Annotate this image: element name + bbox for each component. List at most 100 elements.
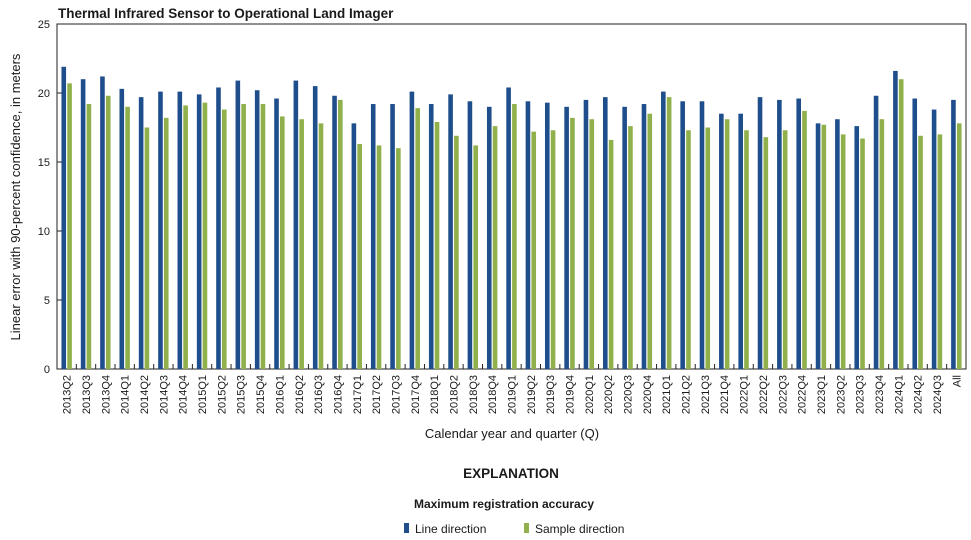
- bar-line-2022Q2: [757, 97, 763, 369]
- bar-line-2022Q3: [777, 99, 782, 370]
- bar-line-2017Q2: [370, 104, 376, 369]
- x-tick-label-2020Q3: 2020Q3: [623, 375, 635, 414]
- legend: EXPLANATION Maximum registration accurac…: [404, 466, 624, 536]
- x-tick-label-2019Q3: 2019Q3: [545, 375, 557, 414]
- bar-sample-2023Q1: [821, 124, 827, 370]
- x-tick-label-2022Q1: 2022Q1: [739, 375, 751, 414]
- bar-line-2024Q2: [912, 98, 918, 370]
- bar-sample-2014Q3: [163, 117, 169, 369]
- bar-sample-2015Q4: [260, 104, 266, 369]
- x-tick-label-2020Q4: 2020Q4: [642, 375, 654, 414]
- bar-line-All: [951, 99, 956, 370]
- bar-line-2015Q3: [235, 80, 241, 369]
- x-tick-label-2021Q4: 2021Q4: [719, 375, 731, 414]
- bar-sample-2018Q1: [434, 121, 440, 369]
- x-tick-label-2021Q2: 2021Q2: [681, 375, 693, 414]
- bar-line-2018Q2: [448, 94, 453, 369]
- y-tick-label: 10: [38, 226, 50, 238]
- x-tick-label-2017Q2: 2017Q2: [371, 375, 383, 414]
- bar-sample-2020Q4: [647, 113, 653, 369]
- y-tick-label: 0: [44, 364, 50, 376]
- bar-line-2013Q3: [80, 79, 86, 369]
- x-tick-label-2014Q3: 2014Q3: [158, 375, 170, 414]
- x-tick-label-2024Q1: 2024Q1: [893, 375, 905, 414]
- bar-sample-2017Q2: [376, 145, 382, 369]
- y-tick-label: 25: [38, 19, 50, 31]
- bar-sample-2016Q2: [299, 119, 304, 369]
- bar-sample-2024Q3: [937, 134, 943, 369]
- bar-sample-2021Q2: [686, 130, 691, 369]
- bar-sample-2022Q3: [782, 130, 788, 369]
- bar-line-2024Q3: [931, 109, 937, 369]
- bar-sample-2016Q1: [280, 116, 285, 370]
- legend-label-line-direction: Line direction: [415, 522, 486, 536]
- bar-sample-2019Q4: [570, 117, 575, 369]
- plot-area: [56, 23, 967, 370]
- bar-sample-2014Q2: [144, 127, 150, 369]
- bar-line-2021Q4: [719, 113, 724, 369]
- bar-sample-2023Q4: [879, 119, 885, 369]
- bars: [61, 66, 962, 370]
- x-tick-label-2017Q4: 2017Q4: [410, 375, 422, 414]
- bar-line-2021Q2: [680, 101, 685, 369]
- bar-line-2023Q2: [835, 119, 840, 369]
- bar-line-2014Q1: [119, 88, 125, 370]
- legend-label-sample-direction: Sample direction: [535, 522, 624, 536]
- bar-sample-2018Q4: [492, 126, 498, 370]
- x-tick-label-2017Q1: 2017Q1: [352, 375, 364, 414]
- bar-line-2013Q4: [100, 76, 105, 369]
- bar-line-2020Q1: [583, 99, 589, 370]
- bar-line-2016Q1: [274, 98, 279, 370]
- chart-title: Thermal Infrared Sensor to Operational L…: [58, 6, 394, 21]
- x-tick-label-2015Q2: 2015Q2: [216, 375, 228, 414]
- bar-line-2020Q3: [622, 106, 627, 370]
- bar-sample-2016Q4: [338, 99, 343, 370]
- x-tick-label-2023Q2: 2023Q2: [835, 375, 847, 414]
- x-tick-label-2014Q2: 2014Q2: [139, 375, 151, 414]
- legend-title: Maximum registration accuracy: [414, 497, 594, 511]
- bar-sample-2015Q3: [241, 104, 246, 369]
- x-tick-label-2024Q2: 2024Q2: [913, 375, 925, 414]
- bar-sample-2021Q4: [724, 119, 730, 369]
- bar-line-2016Q4: [332, 95, 337, 369]
- bar-line-2023Q4: [873, 95, 879, 369]
- bar-sample-2015Q2: [221, 109, 227, 369]
- bar-line-2024Q1: [893, 70, 898, 370]
- legend-swatch-line-direction: [404, 523, 409, 533]
- x-tick-label-2018Q4: 2018Q4: [487, 375, 499, 414]
- bar-line-2022Q1: [738, 113, 743, 369]
- x-tick-label-2014Q1: 2014Q1: [120, 375, 132, 414]
- bar-line-2019Q3: [544, 102, 550, 369]
- bar-sample-2021Q3: [705, 127, 711, 369]
- x-tick-label-2019Q2: 2019Q2: [526, 375, 538, 414]
- bar-sample-2019Q3: [550, 130, 556, 369]
- legend-explanation: EXPLANATION: [463, 466, 559, 481]
- bar-line-2015Q4: [254, 90, 260, 370]
- x-tick-label-2022Q3: 2022Q3: [777, 375, 789, 414]
- x-tick-label-2016Q1: 2016Q1: [274, 375, 286, 414]
- bar-sample-2022Q4: [802, 110, 807, 369]
- bar-line-2013Q2: [61, 66, 67, 369]
- x-tick-label-2019Q4: 2019Q4: [565, 375, 577, 414]
- x-tick-label-2013Q3: 2013Q3: [81, 375, 93, 414]
- y-tick-label: 15: [38, 157, 50, 169]
- x-tick-label-2016Q2: 2016Q2: [294, 375, 306, 414]
- bar-sample-2020Q3: [628, 126, 633, 370]
- bar-sample-2018Q3: [473, 145, 479, 369]
- bar-line-2014Q3: [158, 91, 163, 370]
- bar-line-2020Q2: [603, 97, 608, 369]
- bar-line-2017Q3: [390, 104, 395, 369]
- x-tick-label-2015Q4: 2015Q4: [255, 375, 267, 414]
- x-tick-label-2022Q2: 2022Q2: [758, 375, 770, 414]
- plot-frame: [56, 23, 967, 370]
- y-axis-label: Linear error with 90-percent confidence,…: [8, 53, 23, 340]
- bar-line-2016Q3: [312, 86, 318, 369]
- bar-line-2019Q4: [564, 106, 569, 370]
- bar-sample-2024Q1: [898, 79, 904, 369]
- x-tick-label-2023Q3: 2023Q3: [855, 375, 867, 414]
- bar-line-2019Q1: [506, 87, 511, 369]
- bar-sample-2015Q1: [202, 102, 208, 369]
- x-tick-label-2023Q1: 2023Q1: [816, 375, 828, 414]
- legend-swatch-sample-direction: [524, 523, 529, 533]
- x-tick-label-2021Q1: 2021Q1: [661, 375, 673, 414]
